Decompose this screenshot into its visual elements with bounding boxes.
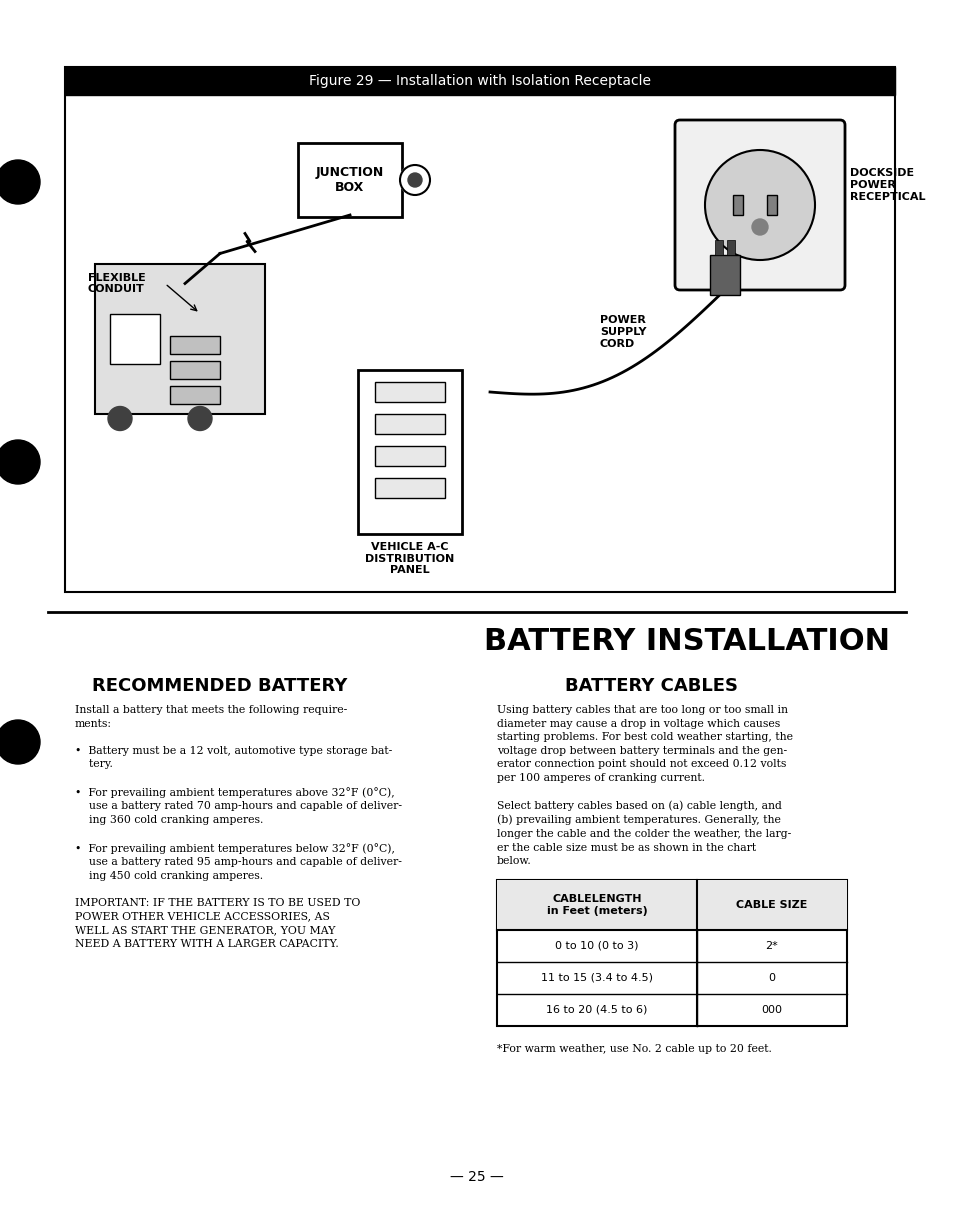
Text: *For warm weather, use No. 2 cable up to 20 feet.: *For warm weather, use No. 2 cable up to… <box>497 1044 771 1055</box>
Bar <box>170 335 220 354</box>
Bar <box>375 478 444 498</box>
Text: BATTERY CABLES: BATTERY CABLES <box>565 678 738 695</box>
Text: Figure 29 — Installation with Isolation Receptacle: Figure 29 — Installation with Isolation … <box>309 74 650 87</box>
Text: JUNCTION
BOX: JUNCTION BOX <box>315 166 384 193</box>
Bar <box>766 195 776 216</box>
Bar <box>714 240 722 255</box>
Text: Using battery cables that are too long or too small in
diameter may cause a drop: Using battery cables that are too long o… <box>497 705 792 866</box>
Text: POWER
SUPPLY
CORD: POWER SUPPLY CORD <box>599 315 646 349</box>
Bar <box>497 880 846 1026</box>
Circle shape <box>108 407 132 430</box>
Bar <box>65 67 894 95</box>
Text: DOCKSIDE
POWER
RECEPTICAL: DOCKSIDE POWER RECEPTICAL <box>849 169 924 202</box>
Text: VEHICLE A-C
DISTRIBUTION
PANEL: VEHICLE A-C DISTRIBUTION PANEL <box>365 542 455 575</box>
FancyBboxPatch shape <box>675 120 844 290</box>
FancyBboxPatch shape <box>357 370 461 533</box>
Bar <box>726 240 734 255</box>
Text: CABLELENGTH
in Feet (meters): CABLELENGTH in Feet (meters) <box>546 894 647 915</box>
FancyBboxPatch shape <box>297 143 401 217</box>
Bar <box>110 313 160 363</box>
Text: 000: 000 <box>760 1005 781 1015</box>
Bar <box>709 255 740 294</box>
Bar <box>497 880 846 930</box>
Bar <box>375 414 444 434</box>
Text: 16 to 20 (4.5 to 6): 16 to 20 (4.5 to 6) <box>546 1005 647 1015</box>
Circle shape <box>0 440 40 484</box>
Circle shape <box>0 719 40 764</box>
Bar <box>375 382 444 402</box>
Circle shape <box>704 150 814 260</box>
Circle shape <box>188 407 212 430</box>
Bar <box>95 264 265 414</box>
Circle shape <box>751 219 767 235</box>
Bar <box>375 446 444 466</box>
Text: 11 to 15 (3.4 to 4.5): 11 to 15 (3.4 to 4.5) <box>540 973 652 983</box>
Circle shape <box>0 160 40 205</box>
Bar <box>65 67 894 593</box>
Text: Install a battery that meets the following require-
ments:

•  Battery must be a: Install a battery that meets the followi… <box>75 705 401 949</box>
Text: FLEXIBLE
CONDUIT: FLEXIBLE CONDUIT <box>88 272 146 294</box>
Text: 0: 0 <box>768 973 775 983</box>
Circle shape <box>408 172 421 187</box>
Bar <box>732 195 742 216</box>
Text: CABLE SIZE: CABLE SIZE <box>736 901 807 910</box>
Text: — 25 —: — 25 — <box>450 1170 503 1184</box>
Bar <box>170 361 220 378</box>
Bar <box>170 386 220 404</box>
Text: 2*: 2* <box>765 941 778 951</box>
Text: BATTERY INSTALLATION: BATTERY INSTALLATION <box>483 627 889 655</box>
Text: 0 to 10 (0 to 3): 0 to 10 (0 to 3) <box>555 941 639 951</box>
Text: RECOMMENDED BATTERY: RECOMMENDED BATTERY <box>92 678 347 695</box>
Circle shape <box>399 165 430 195</box>
